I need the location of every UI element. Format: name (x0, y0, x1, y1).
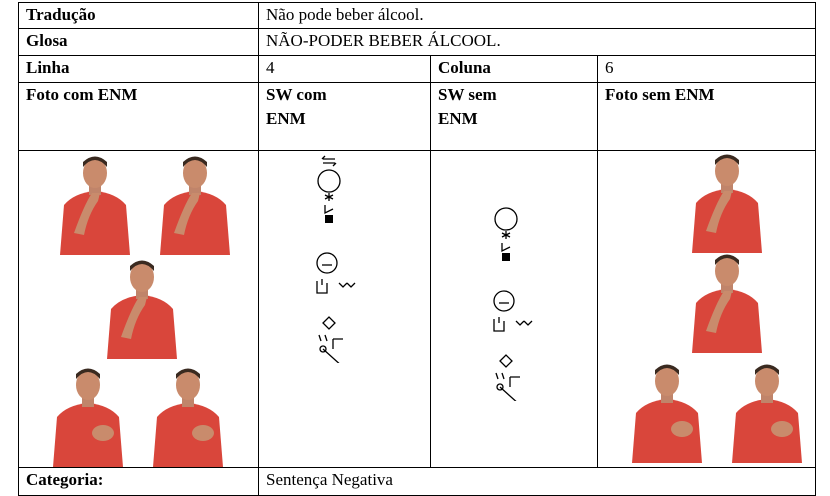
person-photo (60, 156, 130, 255)
signwriting-cell (430, 150, 598, 468)
row (18, 150, 817, 468)
person-photo (732, 364, 802, 463)
signwriting (493, 207, 533, 401)
label: Tradução (18, 2, 259, 29)
person-photo (692, 154, 762, 253)
row: Glosa NÃO-PODER BEBER ÁLCOOL. (18, 28, 817, 56)
person-photo (632, 364, 702, 463)
row: Linha 4 Coluna 6 (18, 55, 817, 83)
photo-cell (596, 150, 817, 468)
header: Foto sem ENM (596, 82, 817, 151)
header: SW sem ENM (430, 82, 598, 151)
person-photo (160, 156, 230, 255)
person-photo (53, 368, 123, 467)
label: Glosa (18, 28, 259, 56)
sign-table: Tradução Não pode beber álcool. Glosa NÃ… (18, 2, 817, 496)
row: Foto com ENM SW com ENM SW sem ENM Foto … (18, 82, 817, 151)
signwriting (316, 155, 356, 363)
label: Categoria: (18, 467, 259, 496)
person-photo (692, 254, 762, 353)
signwriting-cell (258, 150, 431, 468)
label: Linha (18, 55, 259, 83)
value: Não pode beber álcool. (257, 2, 817, 29)
header: SW com ENM (258, 82, 431, 151)
photo-cell (18, 150, 259, 468)
header-text: SW sem ENM (438, 85, 497, 128)
value: NÃO-PODER BEBER ÁLCOOL. (257, 28, 817, 56)
header-text: SW com ENM (266, 85, 327, 128)
header: Foto com ENM (18, 82, 259, 151)
value: 6 (596, 55, 817, 83)
person-photo (153, 368, 223, 467)
label: Coluna (430, 55, 598, 83)
value: 4 (258, 55, 431, 83)
row: Tradução Não pode beber álcool. (18, 2, 817, 29)
value: Sentença Negativa (257, 467, 817, 496)
row: Categoria: Sentença Negativa (18, 467, 817, 496)
person-photo (107, 260, 177, 359)
